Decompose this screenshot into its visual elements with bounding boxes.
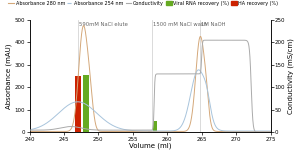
Bar (148, 131, 152, 132)
X-axis label: Volume (ml): Volume (ml) (129, 143, 171, 149)
Bar (75, 76, 81, 132)
Text: 1500 mM NaCl wash: 1500 mM NaCl wash (153, 22, 207, 27)
Bar (153, 121, 157, 132)
Y-axis label: Absorbance (mAU): Absorbance (mAU) (6, 43, 12, 109)
Text: 1M NaOH: 1M NaOH (201, 22, 226, 27)
Y-axis label: Conductivity (mS/cm): Conductivity (mS/cm) (288, 38, 294, 114)
Legend: Absorbance 280 nm, Absorbance 254 nm, Conductivity, Viral RNA recovery (%), HA r: Absorbance 280 nm, Absorbance 254 nm, Co… (8, 1, 278, 6)
Bar (83, 75, 89, 132)
Text: 590mM NaCl elute: 590mM NaCl elute (79, 22, 128, 27)
